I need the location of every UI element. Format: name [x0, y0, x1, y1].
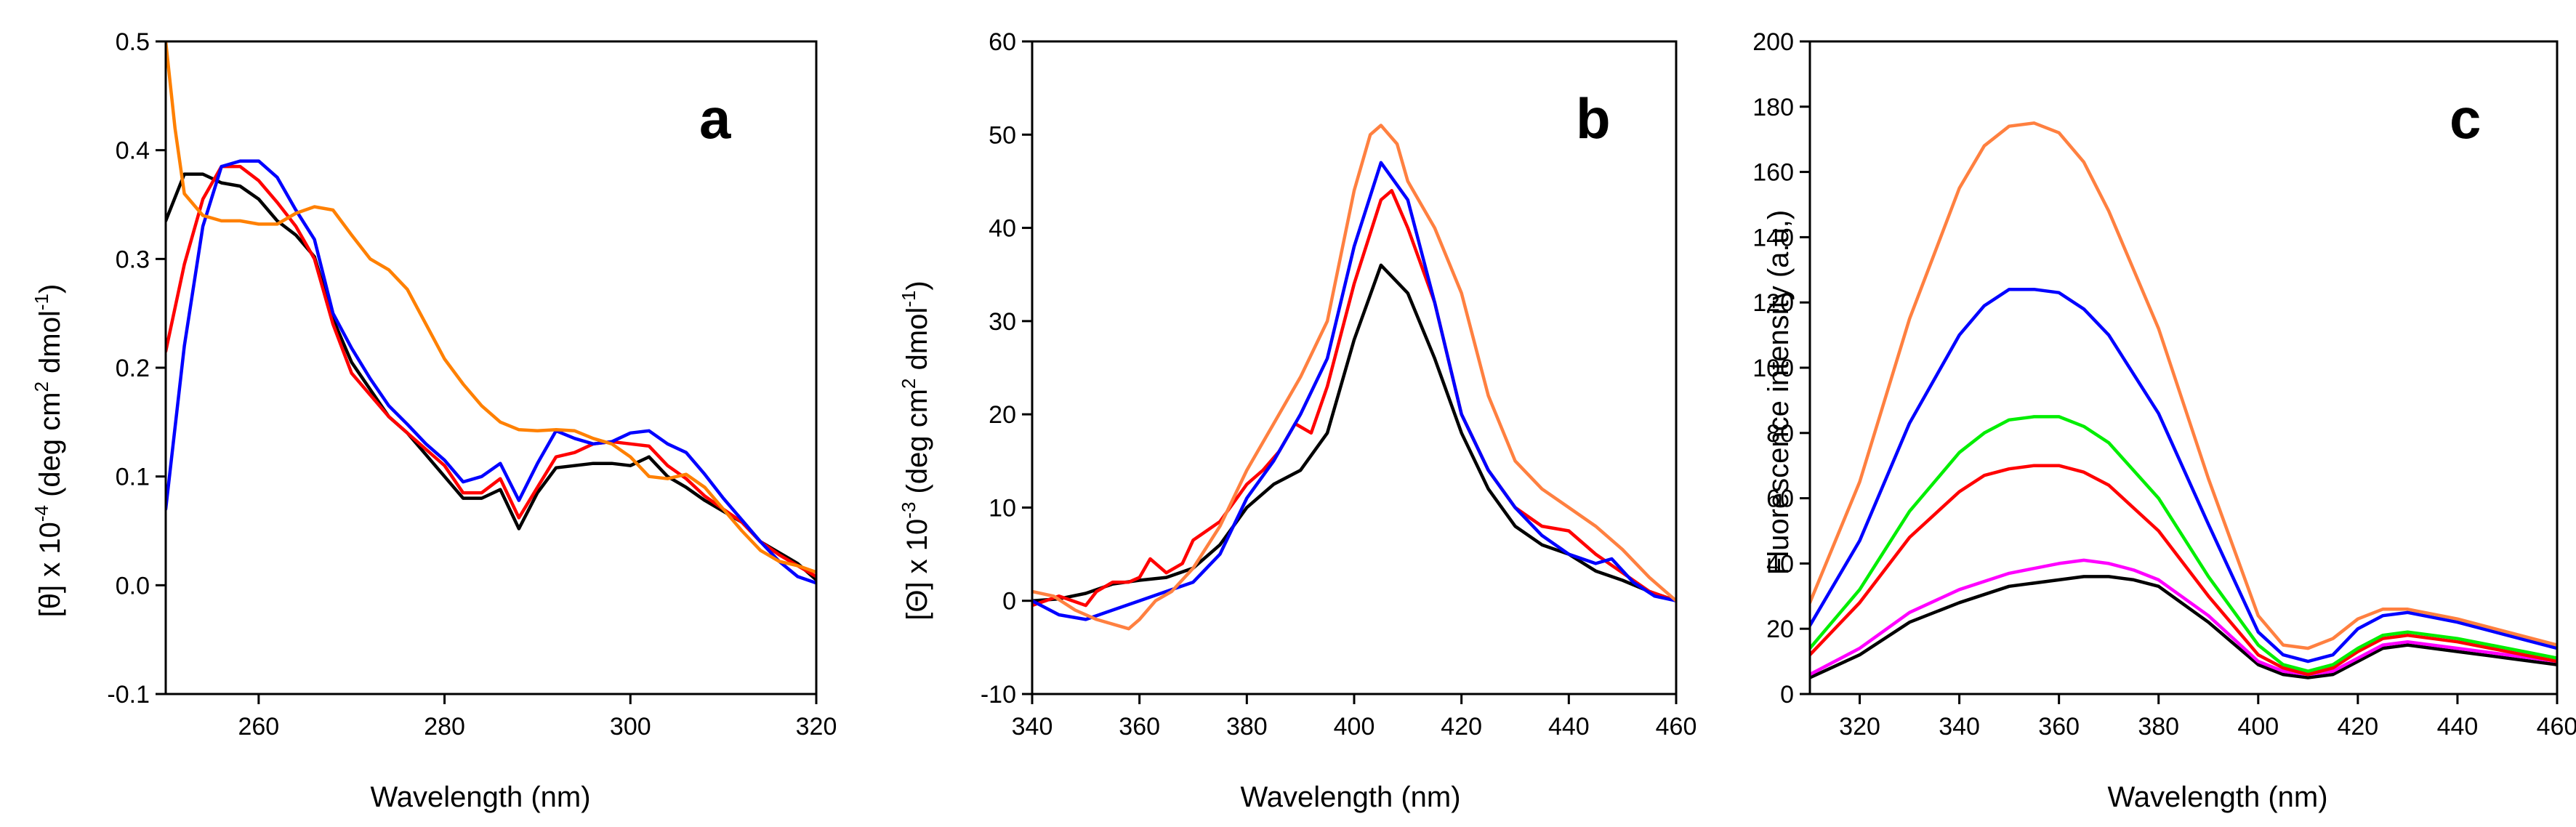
panel-a-series-black: [166, 172, 816, 582]
panel-a-y-title-end: ): [34, 284, 66, 294]
panel-a-y-title-main: [θ] x 10: [34, 522, 66, 617]
panel-c-x-tick-label: 340: [1939, 713, 1980, 741]
panel-b-x-tick-label: 340: [1012, 713, 1053, 741]
panel-a-y-tick-label: 0.1: [116, 464, 150, 491]
panel-c-x-tick-label: 400: [2237, 713, 2279, 741]
panel-a-y-tick-label: 0.3: [116, 246, 150, 273]
panel-b-y-tick-label: 60: [989, 28, 1016, 56]
panel-b-plot-area: -10 0 10 20 30 40 50 60 340 360 380 400 420 440 460: [981, 28, 1697, 741]
panel-b-x-tick-label: 420: [1441, 713, 1482, 741]
panel-c-x-tick-label: 420: [2337, 713, 2378, 741]
panel-c-y-tick-label: 140: [1752, 224, 1794, 251]
panel-a-letter: a: [699, 86, 731, 150]
panel-a-x-tick-label: 300: [610, 713, 651, 741]
panel-c-y-tick-label: 200: [1752, 28, 1794, 56]
panel-c-series-red: [1810, 464, 2557, 677]
panel-c-series-black: [1810, 575, 2557, 679]
panel-c-series-blue: [1810, 287, 2557, 663]
panel-c-y-tick-label: 180: [1752, 94, 1794, 121]
panel-a-series-red: [166, 164, 816, 578]
panel-c-x-tick-label: 440: [2437, 713, 2479, 741]
panel-c-y-tick-label: 120: [1752, 289, 1794, 317]
panel-c-plot-area: 0 20 40 60 80 100 120 140 160 180 200 320 340 360 380 4…: [1752, 28, 2576, 741]
panel-b-y-tick-label: -10: [981, 681, 1016, 709]
panel-a-y-title-sup3: -1: [31, 294, 52, 310]
panel-a-y-tick-label: 0.2: [116, 355, 150, 382]
panel-c-y-tick-label: 60: [1766, 485, 1794, 513]
panel-c-y-tick-label: 40: [1766, 550, 1794, 578]
panel-a-y-tick-label: 0.4: [116, 137, 150, 165]
panel-a-y-axis-title: [θ] x 10-4 (deg cm2 dmol-1): [31, 284, 66, 618]
panel-c-y-axis-title: Fluorescence intensity (a.u,): [1763, 210, 1795, 575]
panel-a: -0.1 0.0 0.1 0.2 0.3 0.4 0.5 260 280 300 320 a Wav…: [31, 28, 837, 813]
panel-a-plot-area: -0.1 0.0 0.1 0.2 0.3 0.4 0.5 260 280 300 320: [107, 28, 837, 741]
panel-c-y-tick-label: 160: [1752, 159, 1794, 187]
panel-c-x-tick-label: 380: [2138, 713, 2179, 741]
panel-c-series-green: [1810, 415, 2557, 673]
panel-a-x-tick-label: 260: [238, 713, 279, 741]
panel-b-series-group: [1032, 124, 1676, 631]
panel-b-series-red: [1032, 189, 1676, 608]
panel-a-series-blue: [166, 159, 816, 585]
panel-c-letter: c: [2450, 86, 2481, 150]
panel-b-y-title-sup2: 2: [898, 379, 919, 389]
panel-b-series-blue: [1032, 161, 1676, 621]
panel-c-y-tick-label: 100: [1752, 355, 1794, 382]
panel-b-letter: b: [1576, 86, 1611, 150]
panel-a-y-tick-label: -0.1: [107, 681, 150, 709]
panel-b-y-tick-label: 0: [1002, 588, 1016, 616]
panel-c-x-tick-label: 460: [2537, 713, 2576, 741]
panel-c-y-tick-label: 20: [1766, 616, 1794, 643]
panel-a-x-axis-title: Wavelength (nm): [370, 781, 590, 813]
panel-c-series-magenta: [1810, 558, 2557, 677]
panel-b-x-tick-label: 400: [1334, 713, 1375, 741]
panel-b-y-title-mid: (deg cm: [901, 389, 933, 502]
panel-a-y-tick-label: 0.5: [116, 28, 150, 56]
panel-c-x-tick-label: 360: [2038, 713, 2080, 741]
panel-b-y-tick-label: 20: [989, 401, 1016, 429]
panel-b-y-axis-title: [Θ] x 10-3 (deg cm2 dmol-1): [898, 281, 933, 621]
panel-a-y-title-sup2: 2: [31, 382, 52, 392]
panel-c-y-tick-label: 0: [1780, 681, 1794, 709]
panel-c: 0 20 40 60 80 100 120 140 160 180 200 320 340 360 380 4…: [1752, 28, 2576, 813]
panel-c-x-axis-title: Wavelength (nm): [2107, 781, 2327, 813]
panel-b-y-title-sup3: -1: [898, 291, 919, 307]
panel-b-y-title-main: [Θ] x 10: [901, 519, 933, 621]
panel-a-y-title-sup1: -4: [31, 505, 52, 522]
panel-b-y-tick-label: 50: [989, 121, 1016, 149]
panel-b-x-tick-label: 440: [1548, 713, 1590, 741]
panel-c-x-tick-label: 320: [1839, 713, 1880, 741]
panel-b-y-title-end: ): [901, 281, 933, 290]
panel-a-y-tick-label: 0.0: [116, 572, 150, 600]
panel-a-x-tick-label: 280: [424, 713, 465, 741]
panel-c-series-orange: [1810, 121, 2557, 650]
panel-b-x-axis-title: Wavelength (nm): [1240, 781, 1460, 813]
panel-b-x-tick-label: 380: [1226, 713, 1268, 741]
panel-a-x-tick-label: 320: [796, 713, 837, 741]
panel-b-series-orange: [1032, 124, 1676, 631]
panel-b-y-title-sup1: -3: [898, 502, 919, 519]
panel-c-y-tick-label: 80: [1766, 420, 1794, 448]
panel-a-y-title-tail: dmol: [34, 310, 66, 382]
panel-b-y-tick-label: 40: [989, 215, 1016, 243]
panel-b-y-title-tail: dmol: [901, 307, 933, 379]
panel-b-series-black: [1032, 263, 1676, 602]
panel-a-series-orange: [166, 41, 816, 574]
panel-b-x-tick-label: 360: [1119, 713, 1160, 741]
panel-a-series-group: [166, 41, 816, 585]
panel-b-x-tick-label: 460: [1656, 713, 1697, 741]
panel-c-series-group: [1810, 121, 2557, 679]
panel-a-y-title-mid: (deg cm: [34, 392, 66, 505]
panel-b-y-tick-label: 10: [989, 494, 1016, 522]
panel-b-y-tick-label: 30: [989, 308, 1016, 336]
